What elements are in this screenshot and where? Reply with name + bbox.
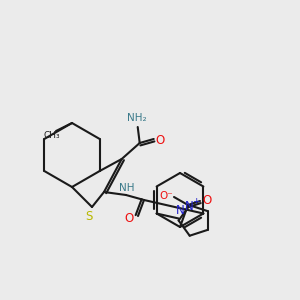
Text: NH: NH bbox=[119, 183, 135, 193]
Text: O: O bbox=[155, 134, 164, 146]
Text: O⁻: O⁻ bbox=[159, 191, 173, 201]
Text: O: O bbox=[124, 212, 134, 226]
Text: N: N bbox=[184, 200, 194, 214]
Text: CH₃: CH₃ bbox=[44, 131, 60, 140]
Text: O: O bbox=[202, 194, 211, 208]
Text: S: S bbox=[85, 209, 93, 223]
Text: +: + bbox=[192, 197, 200, 206]
Text: NH₂: NH₂ bbox=[127, 113, 146, 123]
Text: N: N bbox=[176, 204, 185, 217]
